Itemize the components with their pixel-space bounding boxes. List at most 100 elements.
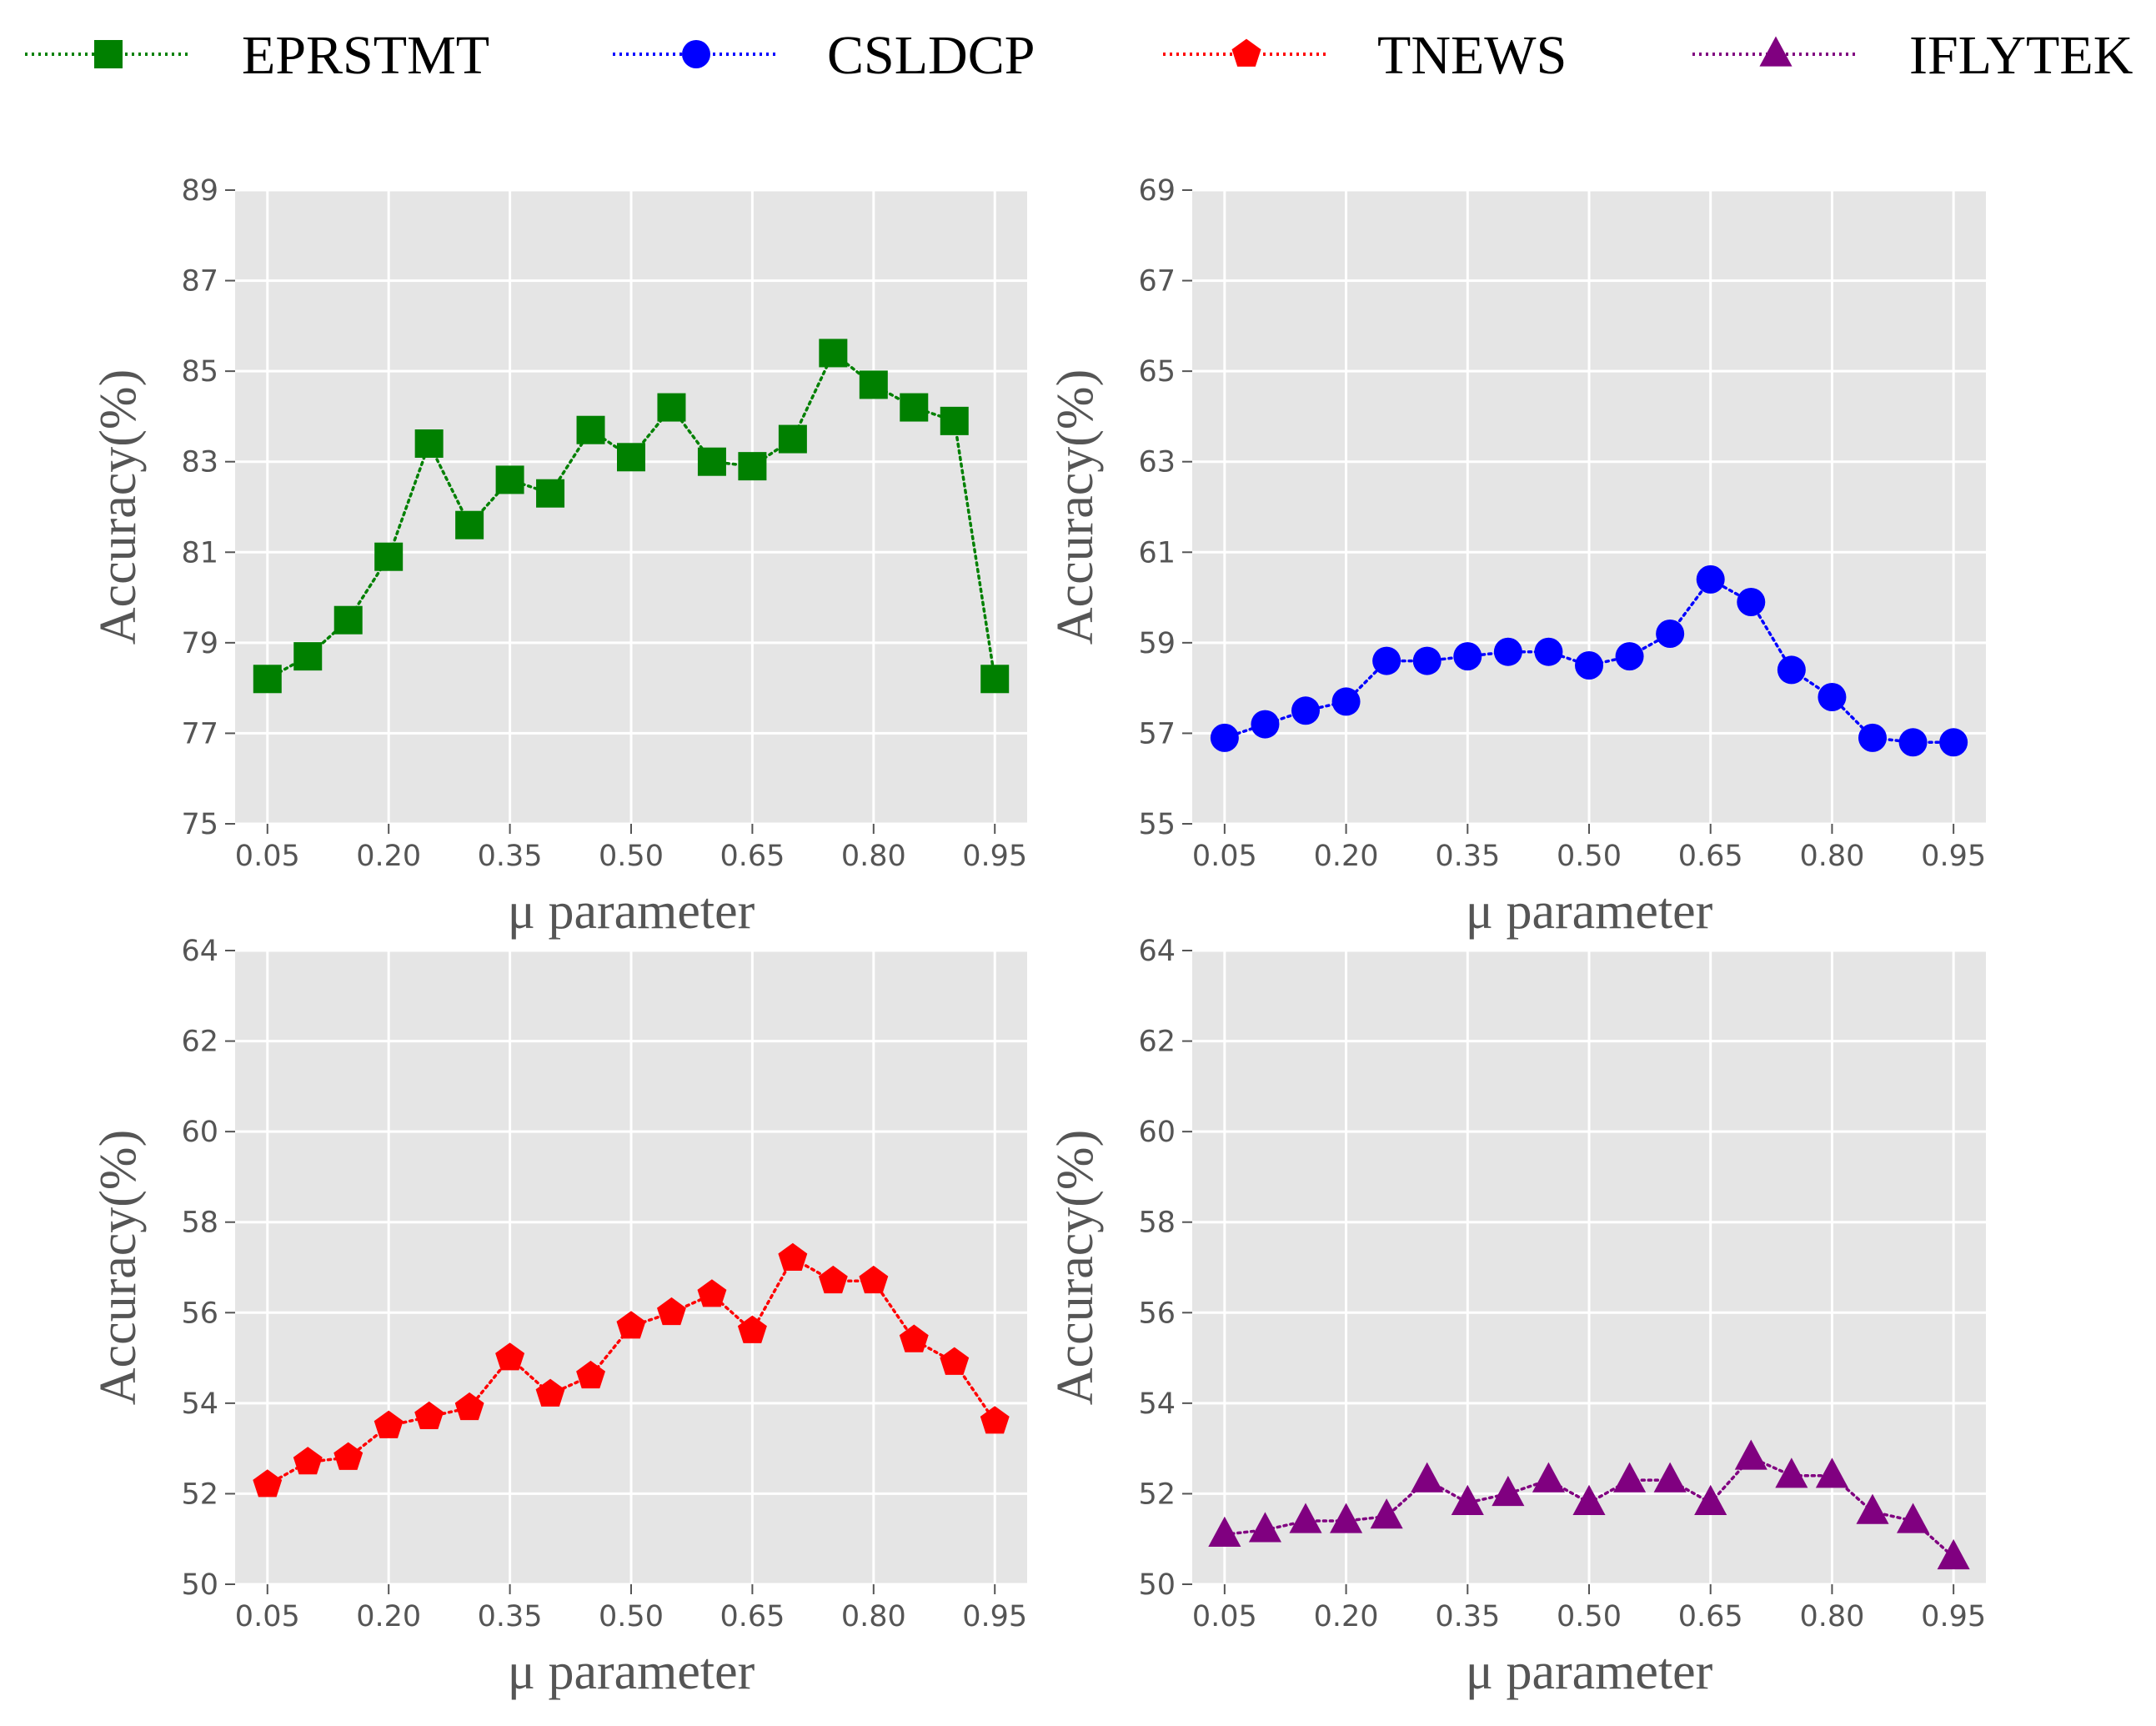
- data-point: [576, 1360, 605, 1389]
- x-tick-label: 0.65: [1678, 840, 1743, 873]
- data-point: [697, 1279, 727, 1307]
- data-point: [374, 542, 404, 571]
- data-point: [1210, 723, 1239, 752]
- x-tick-label: 0.35: [478, 840, 543, 873]
- data-point: [333, 605, 363, 635]
- y-tick-label: 54: [181, 1387, 218, 1421]
- data-point: [1453, 642, 1482, 671]
- y-tick-label: 83: [181, 446, 218, 479]
- data-point: [1331, 687, 1361, 716]
- data-point: [1492, 1475, 1525, 1507]
- y-tick-label: 55: [1138, 808, 1176, 841]
- data-point: [495, 465, 524, 494]
- x-tick-label: 0.50: [599, 1600, 664, 1633]
- data-point: [1493, 637, 1522, 666]
- y-tick-label: 63: [1138, 446, 1176, 479]
- chart-panel-iflytek: 50 52 54 56 58 60 62 64 0.05 0.20 0.35 0.50 0.65 0.80…: [1047, 935, 1986, 1700]
- x-axis-title: μ parameter: [508, 1643, 755, 1700]
- x-tick-label: 0.20: [356, 1600, 421, 1633]
- y-tick-label: 58: [1138, 1207, 1176, 1240]
- data-point: [900, 393, 929, 422]
- x-tick-label: 0.95: [962, 840, 1027, 873]
- y-tick-label: 62: [181, 1026, 218, 1059]
- y-tick-label: 52: [181, 1478, 218, 1511]
- legend-marker-square: [94, 40, 123, 68]
- data-point: [1734, 1439, 1767, 1470]
- data-point: [414, 1401, 444, 1429]
- data-point: [657, 393, 686, 422]
- chart-panel-csldcp: 55 57 59 61 63 65 67 69 0.05 0.20 0.35 0.50 0.65 0.80…: [1047, 174, 1986, 940]
- y-tick-label: 60: [1138, 1116, 1176, 1149]
- legend-label: EPRSTMT: [242, 25, 489, 86]
- data-point: [1532, 1462, 1565, 1493]
- legend-entry-tnews: TNEWS: [1163, 25, 1567, 86]
- data-point: [1615, 642, 1644, 671]
- data-point: [899, 1324, 929, 1352]
- x-tick-label: 0.80: [841, 840, 906, 873]
- x-tick-label: 0.95: [962, 1600, 1027, 1633]
- data-point: [940, 406, 969, 435]
- data-point: [1411, 1462, 1444, 1493]
- x-tick-label: 0.05: [235, 1600, 300, 1633]
- x-axis-title: μ parameter: [1466, 883, 1713, 940]
- legend-label: IFLYTEK: [1909, 25, 2133, 86]
- legend-entry-iflytek: IFLYTEK: [1692, 25, 2133, 86]
- chart-panels: 75 77 79 81 83 85 87 89 0.05 0.20 0.35 0.50 0.65 0.80…: [90, 174, 1986, 1700]
- data-point: [414, 429, 444, 458]
- y-tick-label: 58: [181, 1207, 218, 1240]
- data-point: [535, 1378, 565, 1407]
- y-tick-label: 50: [181, 1568, 218, 1602]
- y-tick-label: 64: [1138, 935, 1176, 968]
- x-tick-label: 0.80: [841, 1600, 906, 1633]
- data-point: [1818, 683, 1847, 711]
- y-axis-title: Accuracy(%): [1047, 1130, 1104, 1405]
- x-tick-label: 0.35: [478, 1600, 543, 1633]
- y-tick-label: 64: [181, 935, 218, 968]
- x-tick-label: 0.80: [1799, 1600, 1864, 1633]
- data-point: [1815, 1458, 1848, 1488]
- data-point: [1370, 1498, 1403, 1529]
- data-point: [1858, 723, 1887, 752]
- data-point: [1572, 1484, 1606, 1515]
- y-tick-label: 85: [181, 355, 218, 389]
- y-tick-label: 77: [181, 717, 218, 750]
- data-point: [1291, 696, 1320, 725]
- y-tick-label: 89: [181, 174, 218, 208]
- x-tick-label: 0.95: [1921, 1600, 1986, 1633]
- data-point: [1737, 588, 1766, 616]
- data-point: [738, 452, 767, 481]
- data-point: [1534, 637, 1563, 666]
- data-point: [778, 424, 807, 454]
- x-tick-label: 0.35: [1435, 1600, 1500, 1633]
- x-axis-title: μ parameter: [508, 883, 755, 940]
- data-point: [940, 1347, 970, 1375]
- data-point: [293, 1447, 323, 1475]
- data-point: [454, 1392, 484, 1421]
- y-tick-label: 67: [1138, 265, 1176, 299]
- data-point: [1248, 1512, 1281, 1543]
- x-tick-label: 0.80: [1799, 840, 1864, 873]
- x-tick-label: 0.50: [1557, 1600, 1622, 1633]
- x-tick-label: 0.95: [1921, 840, 1986, 873]
- x-axis-title: μ parameter: [1466, 1643, 1713, 1700]
- legend-entry-csldcp: CSLDCP: [613, 25, 1035, 86]
- data-point: [536, 479, 565, 508]
- y-tick-label: 75: [181, 808, 218, 841]
- data-point: [1613, 1462, 1647, 1493]
- data-point: [819, 339, 848, 368]
- y-tick-label: 61: [1138, 536, 1176, 569]
- data-point: [1897, 1503, 1930, 1533]
- data-point: [576, 415, 605, 444]
- y-tick-label: 59: [1138, 627, 1176, 660]
- data-point: [1251, 710, 1280, 739]
- data-point: [374, 1410, 404, 1438]
- data-point: [859, 370, 888, 399]
- x-tick-label: 0.50: [1557, 840, 1622, 873]
- data-point: [859, 1265, 889, 1294]
- data-point: [1696, 564, 1725, 594]
- y-tick-label: 79: [181, 627, 218, 660]
- data-point: [1777, 655, 1806, 685]
- legend-marker-triangle: [1759, 36, 1792, 67]
- data-point: [980, 665, 1010, 694]
